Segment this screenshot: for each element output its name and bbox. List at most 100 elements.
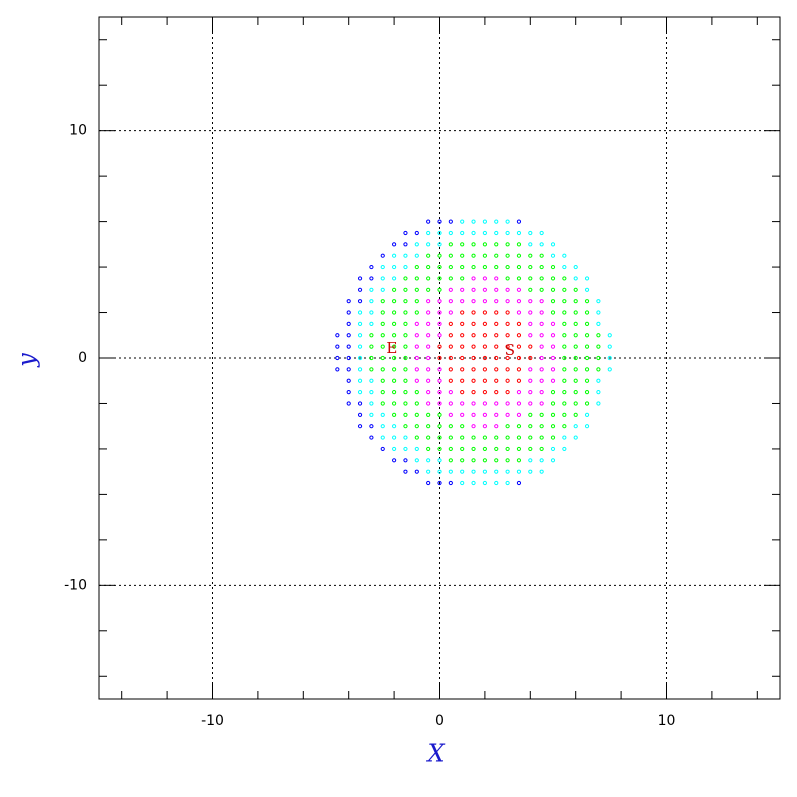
- point: [460, 355, 465, 361]
- x-tick-label: 0: [435, 713, 444, 729]
- point: [494, 480, 499, 486]
- point: [596, 378, 601, 383]
- point: [380, 435, 385, 440]
- point: [437, 287, 442, 292]
- point: [482, 310, 487, 315]
- point: [380, 299, 385, 304]
- point: [403, 242, 408, 247]
- point: [369, 344, 374, 349]
- point: [494, 378, 499, 383]
- point: [539, 446, 544, 452]
- point: [380, 446, 385, 452]
- point: [414, 378, 419, 383]
- point: [482, 264, 487, 270]
- point: [437, 435, 442, 440]
- point: [403, 390, 408, 395]
- point: [562, 276, 567, 281]
- point: [448, 355, 453, 361]
- point: [460, 446, 465, 452]
- point: [437, 276, 442, 281]
- point: [584, 390, 590, 395]
- point: [403, 355, 408, 361]
- point: [584, 310, 590, 315]
- x-tick-label: -10: [201, 713, 224, 729]
- point: [471, 469, 476, 474]
- point: [448, 424, 453, 429]
- point: [437, 333, 442, 338]
- point: [584, 333, 590, 338]
- point: [550, 310, 556, 315]
- point: [471, 390, 476, 395]
- point: [539, 412, 544, 417]
- grid: [99, 17, 780, 699]
- point: [403, 310, 408, 315]
- point: [471, 424, 476, 429]
- point: [471, 299, 476, 304]
- point: [539, 469, 544, 474]
- point: [494, 219, 499, 224]
- point: [392, 310, 397, 315]
- point: [539, 458, 544, 463]
- point: [426, 264, 431, 270]
- point: [471, 446, 476, 452]
- point: [505, 333, 510, 338]
- point: [584, 367, 590, 372]
- point: [482, 469, 487, 474]
- point: [562, 401, 567, 406]
- point: [516, 299, 522, 304]
- point: [505, 480, 510, 486]
- point: [550, 344, 556, 349]
- point: [426, 378, 431, 383]
- point: [392, 446, 397, 452]
- point: [460, 310, 465, 315]
- point: [471, 367, 476, 372]
- point: [448, 378, 453, 383]
- point: [516, 480, 522, 486]
- point: [346, 355, 351, 361]
- point: [494, 401, 499, 406]
- point: [437, 321, 442, 326]
- point: [448, 287, 453, 292]
- point: [505, 219, 510, 224]
- point: [494, 469, 499, 474]
- point: [471, 412, 476, 417]
- point: [426, 333, 431, 338]
- point: [448, 344, 453, 349]
- point: [573, 276, 578, 281]
- point: [528, 458, 533, 463]
- point: [369, 321, 374, 326]
- point: [460, 378, 465, 383]
- point: [550, 264, 556, 270]
- point: [346, 344, 351, 349]
- point: [505, 299, 510, 304]
- point: [369, 287, 374, 292]
- point: [596, 344, 601, 349]
- point: [335, 355, 340, 361]
- point: [471, 458, 476, 463]
- point: [494, 424, 499, 429]
- point: [357, 412, 363, 417]
- point: [505, 401, 510, 406]
- point: [369, 424, 374, 429]
- point: [550, 367, 556, 372]
- point: [357, 333, 363, 338]
- point: [505, 412, 510, 417]
- point: [448, 264, 453, 270]
- point: [494, 435, 499, 440]
- point: [437, 412, 442, 417]
- point: [584, 378, 590, 383]
- point: [573, 390, 578, 395]
- point: [471, 344, 476, 349]
- point: [426, 435, 431, 440]
- point: [403, 264, 408, 270]
- point: [448, 219, 453, 224]
- point: [357, 310, 363, 315]
- point: [539, 390, 544, 395]
- point: [550, 321, 556, 326]
- point: [335, 367, 340, 372]
- point: [380, 424, 385, 429]
- point: [505, 253, 510, 258]
- point: [369, 264, 374, 270]
- point: [403, 446, 408, 452]
